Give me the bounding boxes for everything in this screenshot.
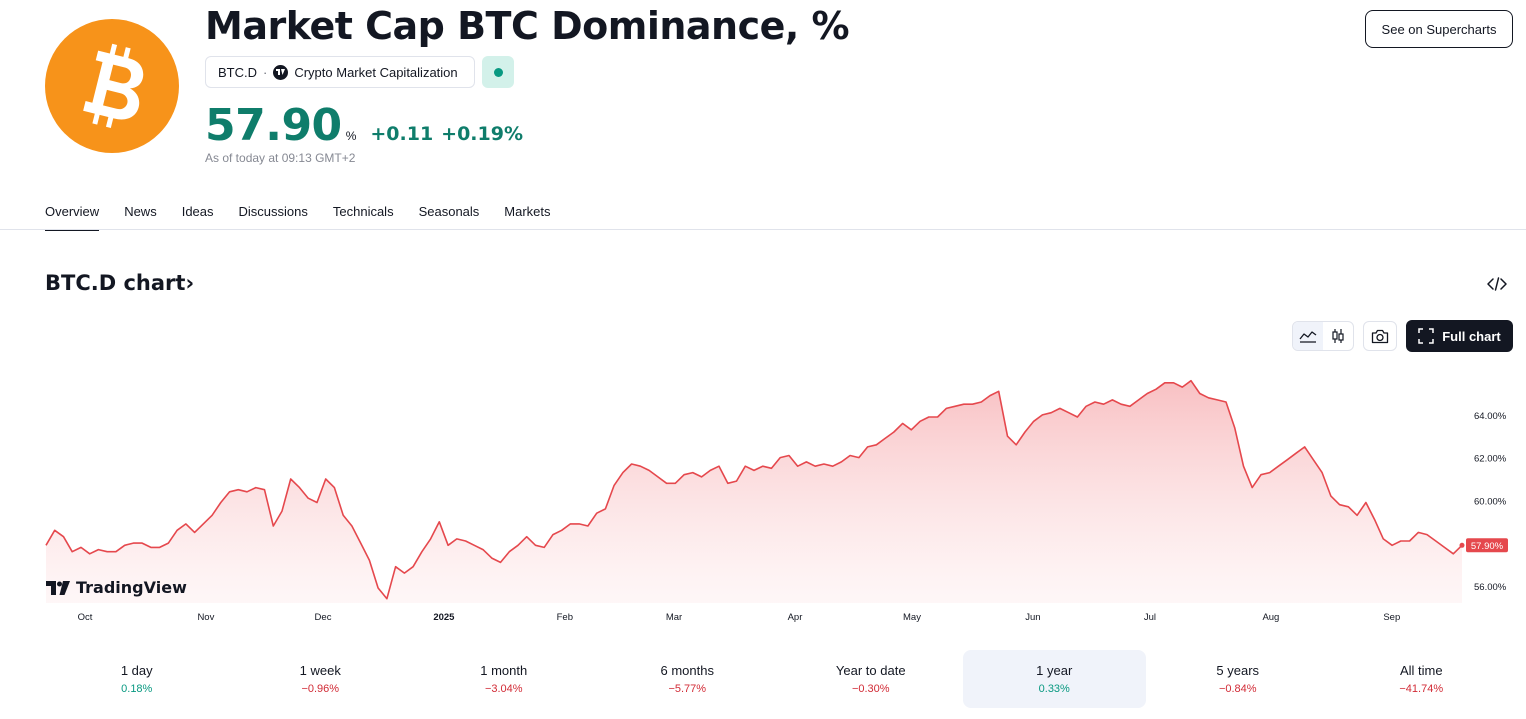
chart-series-line: [45, 379, 1463, 600]
y-axis: 64.00% 62.00% 60.00% 56.00%: [1474, 411, 1507, 593]
period-value: −0.96%: [301, 683, 340, 695]
period-label: 5 years: [1216, 663, 1260, 678]
x-tick-label: Aug: [1262, 612, 1279, 623]
tradingview-watermark[interactable]: TradingView: [46, 578, 187, 597]
last-price-marker: 57.90%: [1459, 538, 1508, 553]
period-value: −0.84%: [1218, 683, 1257, 695]
x-tick-label: Jul: [1144, 612, 1156, 623]
tabs-divider: [0, 229, 1526, 230]
period-value: 0.33%: [1038, 683, 1070, 695]
period-label: 1 year: [1036, 663, 1073, 678]
period-6-months[interactable]: 6 months −5.77%: [596, 650, 780, 708]
period-1-day[interactable]: 1 day 0.18%: [45, 650, 229, 708]
camera-icon: [1371, 329, 1389, 343]
ticker-chip[interactable]: BTC.D · Crypto Market Capitalization: [205, 56, 475, 88]
price-change-percent: +0.19%: [441, 123, 524, 145]
current-price: 57.90: [205, 100, 342, 151]
x-tick-label: Jun: [1025, 612, 1040, 623]
period-year-to-date[interactable]: Year to date −0.30%: [779, 650, 963, 708]
period-value: −0.30%: [851, 683, 890, 695]
tab-technicals[interactable]: Technicals: [332, 204, 394, 219]
period-all-time[interactable]: All time −41.74%: [1330, 650, 1514, 708]
candlestick-button[interactable]: [1323, 322, 1353, 350]
see-on-supercharts-button[interactable]: See on Supercharts: [1365, 10, 1513, 48]
period-label: 1 month: [480, 663, 528, 678]
tab-discussions[interactable]: Discussions: [238, 204, 308, 219]
last-price-label: 57.90%: [1471, 541, 1504, 552]
x-tick-label: Oct: [78, 612, 93, 623]
last-price-badge: [1466, 538, 1508, 553]
x-tick-label: Dec: [315, 612, 332, 623]
x-tick-label: Mar: [666, 612, 682, 623]
tab-seasonals[interactable]: Seasonals: [418, 204, 480, 219]
bitcoin-logo: [45, 19, 179, 153]
page-title: Market Cap BTC Dominance, %: [205, 4, 850, 48]
tradingview-wordmark: TradingView: [76, 578, 187, 597]
tradingview-mini-icon: [273, 64, 289, 80]
chart-heading-link[interactable]: BTC.D chart›: [45, 271, 194, 295]
area-chart-button[interactable]: [1293, 322, 1323, 350]
chart-style-toggle: [1292, 321, 1354, 351]
x-tick-label: Feb: [557, 612, 573, 623]
market-status-dot: [493, 67, 503, 77]
market-status-chip[interactable]: [482, 56, 514, 88]
ticker-symbol: BTC.D: [218, 64, 257, 80]
source-name: Crypto Market Capitalization: [294, 64, 458, 80]
tab-markets[interactable]: Markets: [504, 204, 551, 219]
period-value: −5.77%: [668, 683, 707, 695]
y-tick-label: 60.00%: [1474, 496, 1507, 507]
period-label: 1 day: [120, 663, 153, 678]
btc-dominance-chart[interactable]: 64.00% 62.00% 60.00% 56.00% Oct Nov Dec 2025 Fe…: [0, 355, 1526, 630]
period-value: 0.18%: [121, 683, 153, 695]
snapshot-button[interactable]: [1363, 321, 1397, 351]
y-tick-label: 56.00%: [1474, 582, 1507, 593]
period-label: 1 week: [299, 663, 341, 678]
price-change: +0.11: [370, 123, 434, 145]
price-row: 57.90 % +0.11 +0.19%: [205, 100, 523, 151]
period-label: All time: [1399, 663, 1443, 678]
period-1-month[interactable]: 1 month −3.04%: [412, 650, 596, 708]
candlestick-icon: [1332, 329, 1344, 343]
full-chart-button[interactable]: Full chart: [1406, 320, 1513, 352]
period-label: Year to date: [835, 663, 906, 678]
chart-area-fill: [46, 380, 1462, 603]
chevron-right-icon: ›: [185, 271, 195, 295]
x-tick-label: Apr: [788, 612, 803, 623]
tradingview-logo-icon: [46, 580, 70, 595]
tab-overview[interactable]: Overview: [45, 200, 100, 231]
period-1-year[interactable]: 1 year 0.33%: [962, 650, 1146, 708]
y-tick-label: 62.00%: [1474, 454, 1507, 465]
as-of-timestamp: As of today at 09:13 GMT+2: [205, 151, 356, 165]
tab-ideas[interactable]: Ideas: [181, 204, 214, 219]
y-tick-label: 64.00%: [1474, 411, 1507, 422]
fullscreen-icon: [1418, 328, 1434, 344]
price-unit: %: [345, 129, 357, 143]
period-value: −41.74%: [1399, 683, 1444, 695]
full-chart-label: Full chart: [1442, 328, 1501, 344]
bitcoin-b-icon: [83, 43, 144, 128]
separator: ·: [263, 64, 268, 80]
x-tick-label: 2025: [433, 612, 455, 623]
tab-news[interactable]: News: [124, 204, 157, 219]
period-5-years[interactable]: 5 years −0.84%: [1146, 650, 1330, 708]
period-label: 6 months: [660, 663, 714, 678]
embed-code-icon[interactable]: [1487, 276, 1507, 292]
last-price-dot: [1459, 542, 1465, 548]
period-1-week[interactable]: 1 week −0.96%: [229, 650, 413, 708]
performance-periods: 1 day 0.18% 1 week −0.96% 1 month −3.04%…: [45, 650, 1513, 708]
x-tick-label: May: [903, 612, 921, 623]
symbol-tabs: Overview News Ideas Discussions Technica…: [45, 200, 576, 231]
area-chart-icon: [1299, 331, 1317, 343]
chart-heading-text: BTC.D chart: [45, 271, 186, 295]
x-axis: Oct Nov Dec 2025 Feb Mar Apr May Jun Jul Aug Sep: [78, 612, 1401, 623]
x-tick-label: Sep: [1383, 612, 1400, 623]
x-tick-label: Nov: [197, 612, 214, 623]
period-value: −3.04%: [484, 683, 523, 695]
